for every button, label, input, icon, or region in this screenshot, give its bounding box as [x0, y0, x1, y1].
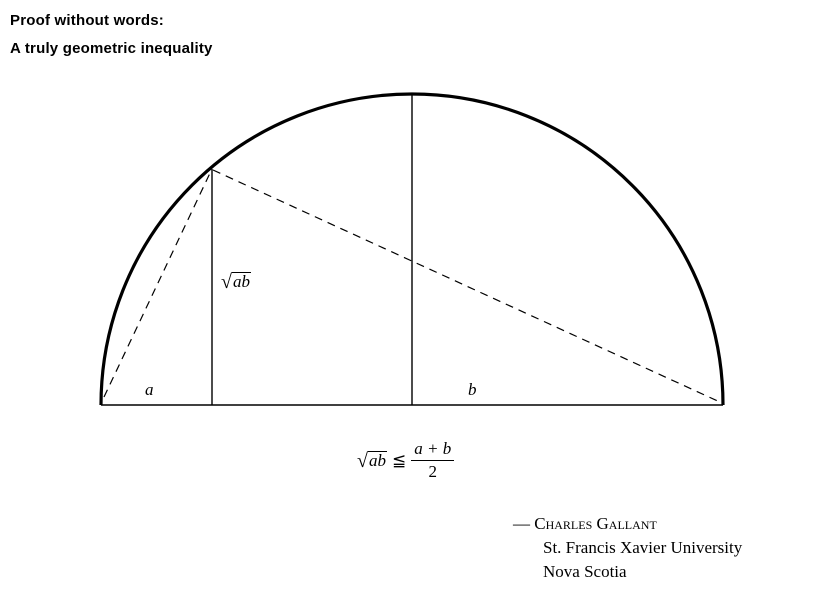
credit-affiliation: St. Francis Xavier University — [543, 538, 743, 557]
inequality-formula: √ ab ≦ a + b 2 — [357, 440, 455, 481]
dashed-line-left — [103, 170, 212, 398]
credit-block: — Charles Gallant St. Francis Xavier Uni… — [513, 512, 742, 584]
dashed-line-right — [212, 169, 723, 404]
formula-radical-sign-icon: √ — [357, 449, 368, 472]
credit-author: — Charles Gallant — [513, 514, 657, 533]
radicand-ab: ab — [231, 272, 251, 291]
credit-location: Nova Scotia — [543, 562, 627, 581]
formula-numerator: a + b — [411, 440, 455, 461]
radical-sign-icon: √ — [221, 271, 232, 293]
formula-relation: ≦ — [391, 450, 407, 470]
title-line-1: Proof without words: — [10, 12, 164, 29]
label-sqrt-ab: √ ab — [221, 272, 251, 292]
formula-fraction: a + b 2 — [411, 440, 455, 481]
title-line-2: A truly geometric inequality — [10, 40, 213, 57]
formula-sqrt: √ ab — [357, 449, 387, 472]
formula-denominator: 2 — [428, 462, 437, 481]
label-b: b — [468, 380, 477, 399]
formula-radicand: ab — [367, 450, 387, 470]
label-a: a — [145, 380, 154, 399]
